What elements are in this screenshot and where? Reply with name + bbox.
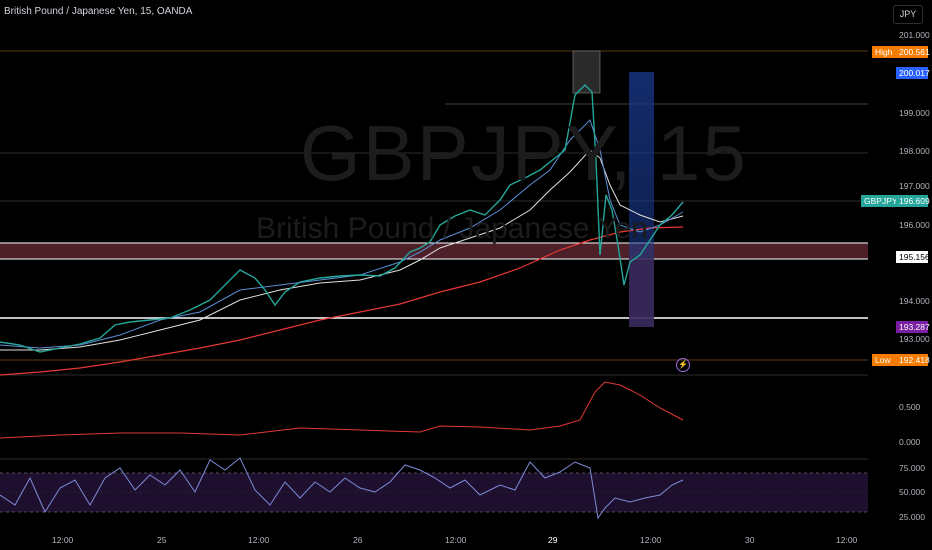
price-tick: 198.000	[899, 146, 930, 156]
level-tag: 195.156	[896, 251, 930, 263]
symbol-tag: GBPJPY	[861, 195, 898, 207]
price-tick: 194.000	[899, 296, 930, 306]
ma-mid-line	[0, 119, 684, 349]
level-tag: 200.017	[896, 67, 930, 79]
time-tick: 12:00	[640, 535, 662, 545]
high-value: 200.561	[896, 46, 930, 58]
time-tick: 26	[353, 535, 363, 545]
price-tick: 197.000	[899, 181, 930, 191]
indicator-tick: 0.000	[899, 437, 921, 447]
lightning-icon[interactable]: ⚡	[676, 358, 690, 372]
rsi-tick: 25.000	[899, 512, 925, 522]
low-label: Low	[872, 354, 896, 366]
time-tick: 12:00	[836, 535, 858, 545]
price-tick: 201.000	[899, 30, 930, 40]
watermark-ticker: GBPJPY, 15	[300, 109, 748, 197]
price-tick: 199.000	[899, 108, 930, 118]
indicator-line	[0, 381, 684, 439]
symbol-title: British Pound / Japanese Yen, 15, OANDA	[4, 6, 193, 17]
ma-long-line	[0, 226, 684, 376]
rsi-line	[0, 457, 684, 520]
time-tick: 12:00	[248, 535, 270, 545]
time-tick: 12:00	[52, 535, 74, 545]
long-target-box	[629, 72, 654, 258]
price-series	[0, 84, 684, 353]
long-stop-box	[629, 258, 654, 327]
price-tick: 196.000	[899, 220, 930, 230]
time-tick: 12:00	[445, 535, 467, 545]
price-tick: 193.000	[899, 334, 930, 344]
rsi-tick: 50.000	[899, 487, 925, 497]
rsi-band	[0, 473, 868, 512]
level-tag: 193.287	[896, 321, 930, 333]
high-label: High	[872, 46, 896, 58]
time-tick: 30	[745, 535, 755, 545]
low-value: 192.418	[896, 354, 930, 366]
currency-button[interactable]: JPY	[893, 5, 923, 24]
time-tick: 25	[157, 535, 167, 545]
indicator-tick: 0.500	[899, 402, 921, 412]
ma-short-line	[0, 149, 684, 351]
time-tick: 29	[548, 535, 558, 545]
watermark-name: British Pound / Japanese Yen	[256, 212, 648, 245]
last-price-tag: 196.609	[896, 195, 930, 207]
rsi-tick: 75.000	[899, 463, 925, 473]
